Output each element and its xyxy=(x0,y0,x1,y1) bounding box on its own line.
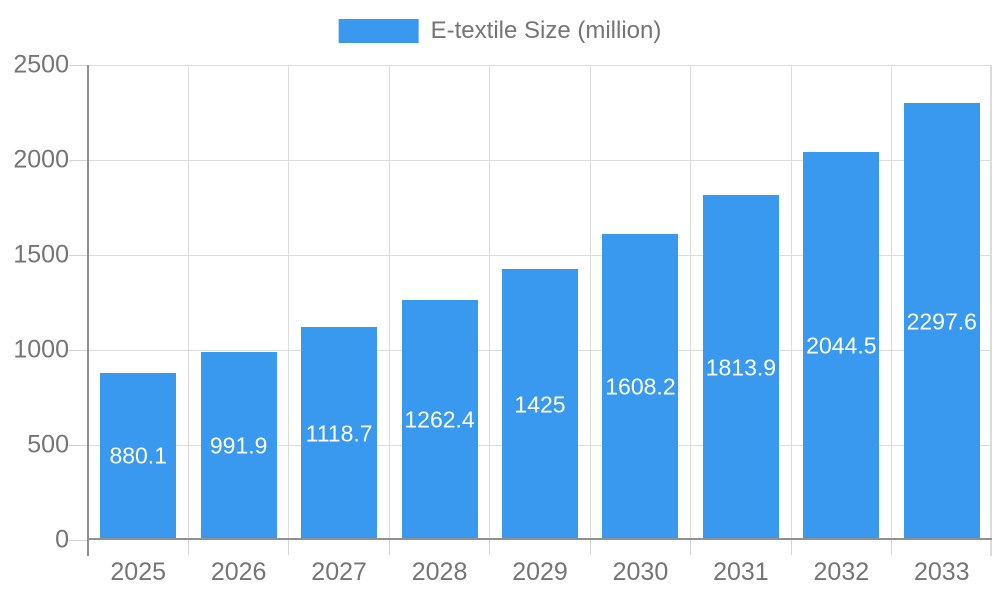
y-axis-label: 1000 xyxy=(13,335,69,364)
x-tick-mark xyxy=(790,540,792,555)
bar-2030 xyxy=(602,234,679,540)
y-axis-label: 2000 xyxy=(13,145,69,174)
x-axis-label: 2032 xyxy=(813,558,870,586)
gridline-horizontal-2500 xyxy=(88,64,992,66)
bar-value-label: 2044.5 xyxy=(806,332,877,359)
legend[interactable]: E-textile Size (million) xyxy=(338,17,662,44)
y-tick-mark xyxy=(69,349,88,351)
y-tick-mark xyxy=(69,539,88,541)
y-tick-mark xyxy=(69,64,88,66)
gridline-horizontal-2000 xyxy=(88,159,992,161)
y-axis-label: 500 xyxy=(27,430,69,459)
x-axis-label: 2026 xyxy=(210,558,267,586)
x-tick-mark xyxy=(388,540,390,555)
bar-value-label: 1608.2 xyxy=(605,373,676,400)
bar-2026 xyxy=(200,351,277,540)
bar-value-label: 991.9 xyxy=(209,432,268,459)
x-tick-mark xyxy=(288,540,290,555)
y-tick-mark xyxy=(69,444,88,446)
y-tick-mark xyxy=(69,159,88,161)
y-axis-label: 2500 xyxy=(13,50,69,79)
plot-area: 880.1 991.9 1118.7 1262.4 1425 1608.2 1813.9 20… xyxy=(69,64,992,556)
x-axis-line xyxy=(88,538,992,540)
plot-right-border xyxy=(990,65,992,556)
bar-value-label: 1118.7 xyxy=(305,420,373,447)
gridline-horizontal-1500 xyxy=(88,254,992,256)
gridline-vertical xyxy=(489,65,491,540)
bar-value-label: 1262.4 xyxy=(404,406,475,433)
legend-swatch xyxy=(338,19,419,43)
bar-value-label: 880.1 xyxy=(109,442,167,469)
x-tick-mark xyxy=(891,540,893,555)
x-tick-mark xyxy=(589,540,591,555)
gridline-vertical xyxy=(690,65,692,540)
y-tick-mark xyxy=(69,254,88,256)
gridline-vertical xyxy=(187,65,189,540)
bar-2027 xyxy=(301,327,378,540)
x-axis-label: 2030 xyxy=(612,558,669,586)
x-axis-label: 2028 xyxy=(411,558,468,586)
bar-value-label: 1813.9 xyxy=(705,354,777,381)
gridline-vertical xyxy=(388,65,390,540)
x-axis-label: 2033 xyxy=(913,558,970,586)
y-axis-line xyxy=(87,65,89,556)
x-axis-label: 2025 xyxy=(110,558,167,586)
x-axis-label: 2031 xyxy=(713,558,769,586)
bar-2031 xyxy=(702,195,779,540)
gridline-vertical xyxy=(288,65,290,540)
x-axis-label: 2029 xyxy=(512,558,568,586)
bar-value-label: 1425 xyxy=(514,391,566,418)
y-axis-label: 0 xyxy=(55,525,69,554)
bar-2025 xyxy=(100,372,177,540)
gridline-vertical xyxy=(790,65,792,540)
bar-2029 xyxy=(502,269,578,540)
bar-2033 xyxy=(903,103,980,540)
x-tick-mark xyxy=(690,540,692,555)
legend-label: E-textile Size (million) xyxy=(430,17,662,44)
bar-value-label: 2297.6 xyxy=(906,308,977,335)
x-axis-label: 2027 xyxy=(311,558,367,586)
bar-2032 xyxy=(803,151,880,540)
gridline-vertical xyxy=(589,65,591,540)
x-tick-mark xyxy=(489,540,491,555)
gridline-vertical xyxy=(891,65,893,540)
x-tick-mark xyxy=(187,540,189,555)
y-axis-label: 1500 xyxy=(13,240,69,269)
bar-2028 xyxy=(401,300,478,540)
